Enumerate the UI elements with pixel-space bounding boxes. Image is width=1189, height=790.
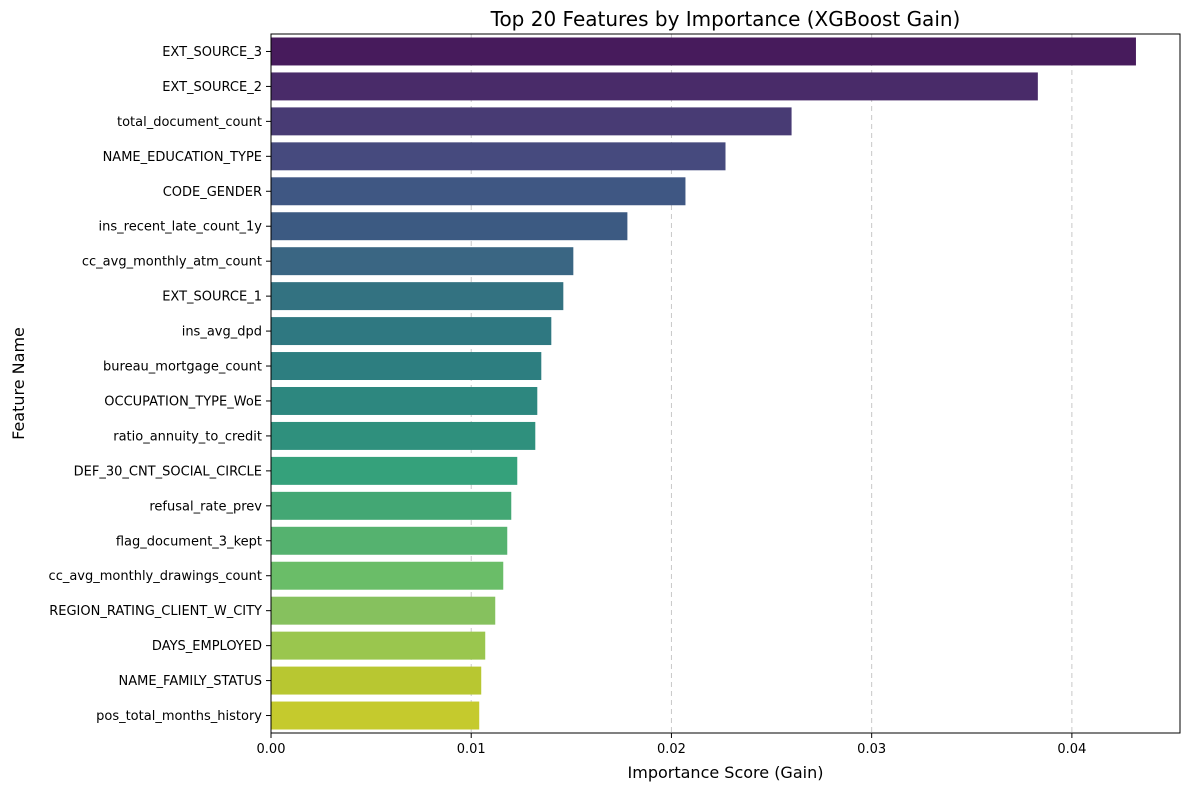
y-tick-label: bureau_mortgage_count [103,360,262,375]
bar [271,282,564,311]
y-tick-label: NAME_FAMILY_STATUS [118,674,262,689]
bar [271,177,686,206]
bar [271,37,1136,66]
y-tick-label: refusal_rate_prev [149,499,262,514]
bar [271,386,538,415]
bar [271,631,486,660]
y-tick-label: cc_avg_monthly_atm_count [82,255,262,270]
bar [271,666,482,695]
bar [271,107,792,136]
y-tick-label: cc_avg_monthly_drawings_count [49,569,262,584]
y-tick-label: EXT_SOURCE_1 [162,290,262,305]
y-tick-label: NAME_EDUCATION_TYPE [103,150,262,165]
bar [271,701,480,730]
y-tick-label: ratio_annuity_to_credit [113,429,262,444]
bar [271,561,504,590]
bar [271,596,496,625]
y-tick-label: DEF_30_CNT_SOCIAL_CIRCLE [74,464,262,479]
y-tick-label: total_document_count [117,115,262,130]
x-tick-label: 0.01 [457,742,486,757]
bars [271,37,1136,730]
y-tick-label: CODE_GENDER [163,185,262,200]
bar [271,352,542,381]
y-axis-title: Feature Name [9,327,28,440]
bar [271,421,536,450]
bar [271,526,508,555]
y-tick-label: OCCUPATION_TYPE_WoE [104,394,262,409]
x-tick-label: 0.03 [857,742,886,757]
y-tick-labels: EXT_SOURCE_3 EXT_SOURCE_2 total_document_c… [49,45,271,724]
bar [271,247,574,276]
y-tick-label: ins_recent_late_count_1y [99,220,263,235]
x-tick-label: 0.04 [1057,742,1086,757]
x-axis-title: Importance Score (Gain) [628,763,824,782]
x-tick-label: 0.02 [657,742,686,757]
y-tick-label: ins_avg_dpd [182,325,262,340]
bar [271,317,552,346]
grid-lines [470,34,1073,733]
plot-frame [270,33,1181,734]
bar [271,142,726,171]
y-tick-label: flag_document_3_kept [116,534,262,549]
x-tick-label: 0.00 [257,742,286,757]
bar [271,456,518,485]
bar [271,491,512,520]
bar [271,212,628,241]
y-tick-label: EXT_SOURCE_2 [162,80,262,95]
y-tick-label: DAYS_EMPLOYED [152,639,262,654]
bar [271,72,1038,101]
y-tick-label: REGION_RATING_CLIENT_W_CITY [49,604,262,619]
y-tick-label: pos_total_months_history [96,709,262,724]
y-tick-label: EXT_SOURCE_3 [162,45,262,60]
x-tick-labels: 0.00 0.01 0.02 0.03 0.04 [257,733,1086,757]
chart-title: Top 20 Features by Importance (XGBoost G… [490,7,961,31]
